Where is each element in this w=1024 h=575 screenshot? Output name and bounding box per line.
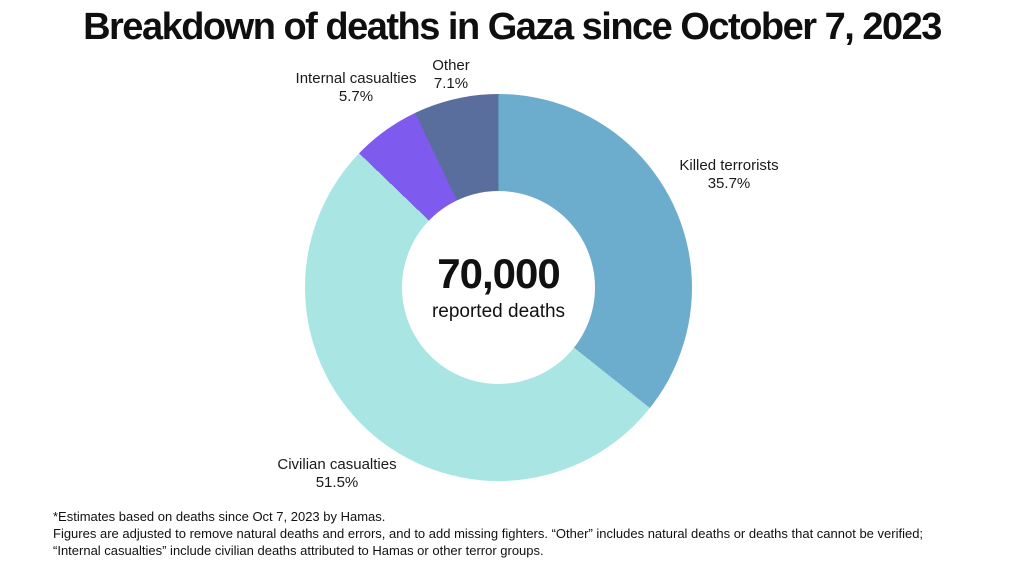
slice-pct: 5.7%: [338, 88, 374, 105]
slice-name: Killed terrorists: [679, 157, 779, 174]
footnote-line-1: *Estimates based on deaths since Oct 7, …: [53, 509, 386, 524]
slice-pct: 35.7%: [707, 175, 751, 192]
chart-title: Breakdown of deaths in Gaza since Octobe…: [83, 6, 942, 48]
slice-name: Civilian casualties: [277, 456, 397, 473]
slice-pct: 7.1%: [433, 75, 469, 92]
footnote-paragraph: Figures are adjusted to remove natural d…: [53, 526, 924, 558]
label-killed-terrorists: Killed terrorists 35.7%: [629, 157, 829, 193]
footnotes: *Estimates based on deaths since Oct 7, …: [53, 508, 948, 559]
center-total-caption: reported deaths: [431, 300, 566, 322]
slice-name: Internal casualties: [295, 70, 417, 87]
slice-pct: 51.5%: [315, 474, 359, 491]
label-internal-casualties: Internal casualties 5.7%: [256, 70, 456, 106]
label-other: Other 7.1%: [351, 57, 551, 93]
donut-hole: 70,000 reported deaths: [402, 191, 595, 384]
label-civilian-casualties: Civilian casualties 51.5%: [237, 456, 437, 492]
slice-name: Other: [432, 57, 470, 74]
center-total-value: 70,000: [437, 249, 560, 297]
